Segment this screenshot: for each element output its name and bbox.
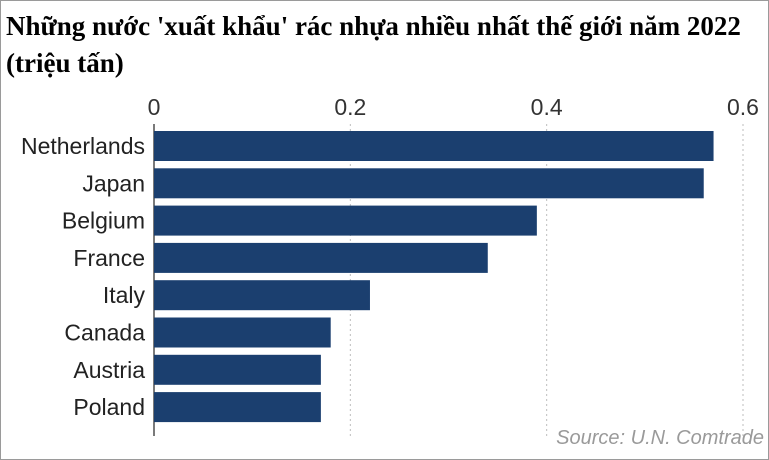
category-label: Austria	[73, 357, 145, 383]
category-label: Belgium	[62, 208, 145, 234]
x-tick-label: 0.2	[334, 94, 366, 120]
bar-france	[154, 242, 488, 273]
x-tick-label: 0.6	[727, 94, 759, 120]
bar-poland	[154, 392, 321, 423]
category-label: France	[73, 245, 145, 271]
x-tick-label: 0	[148, 94, 161, 120]
category-label: Italy	[103, 282, 146, 308]
category-label: Japan	[82, 170, 145, 196]
source-note: Source: U.N. Comtrade	[556, 427, 764, 449]
category-label: Canada	[64, 320, 145, 346]
category-label: Netherlands	[21, 133, 145, 159]
chart-title: Những nước 'xuất khẩu' rác nhựa nhiều nh…	[6, 11, 741, 78]
x-tick-label: 0.4	[531, 94, 563, 120]
bar-japan	[154, 168, 704, 199]
bar-austria	[154, 354, 321, 385]
bar-netherlands	[154, 131, 714, 161]
bar-belgium	[154, 205, 537, 236]
bar-canada	[154, 317, 331, 348]
category-label: Poland	[73, 394, 145, 420]
bar-italy	[154, 280, 370, 311]
